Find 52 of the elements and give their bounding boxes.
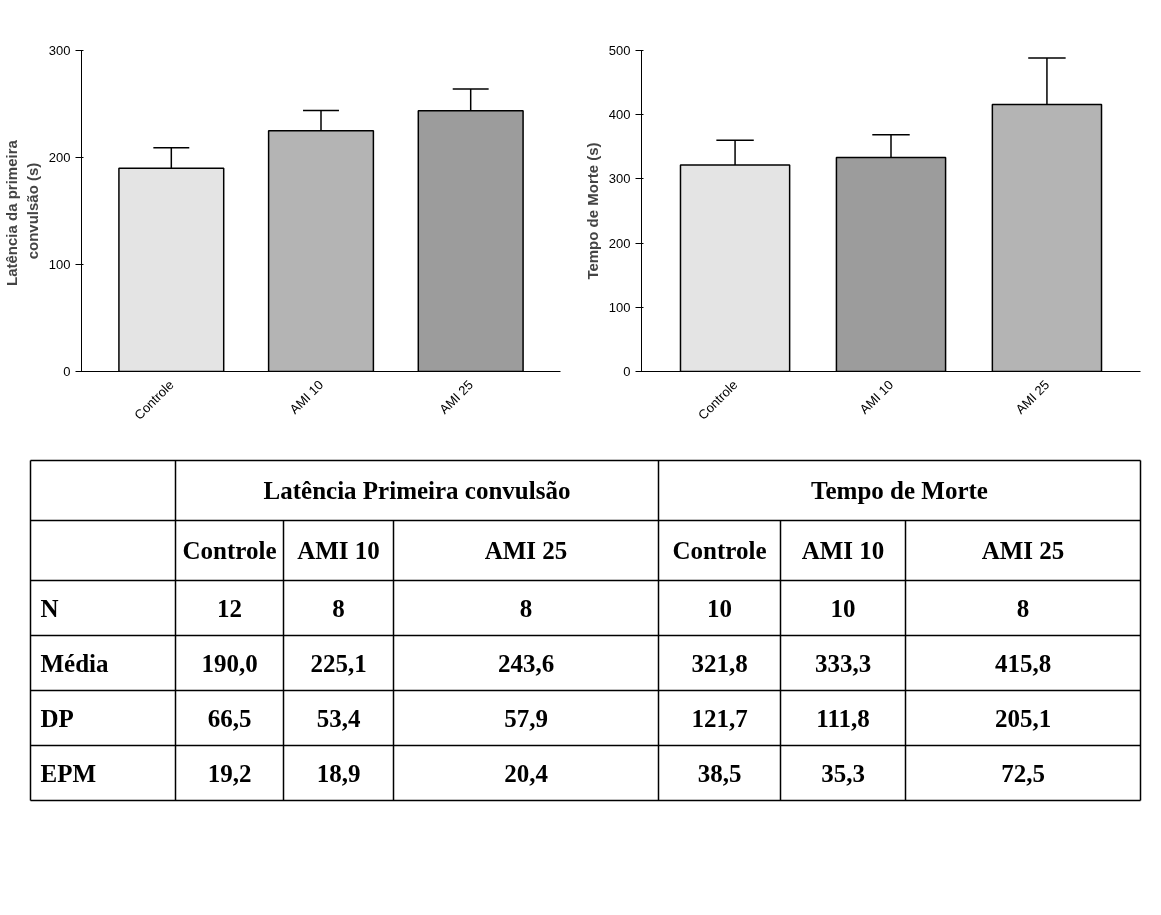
text: Latência Primeira convulsão xyxy=(263,477,571,504)
text: 18,9 xyxy=(316,759,361,787)
y-tick-label: 0 xyxy=(63,364,71,379)
y-tick-label: 100 xyxy=(608,299,631,315)
y-tick-label: 400 xyxy=(608,107,631,123)
text: 19,2 xyxy=(207,759,252,787)
text: Controle xyxy=(672,537,767,564)
x-tick-label: AMI 10 xyxy=(286,377,327,417)
text: 190,0 xyxy=(201,649,258,677)
text: 66,5 xyxy=(207,704,252,732)
text: AMI 10 xyxy=(297,537,380,564)
text: 20,4 xyxy=(504,759,549,787)
text: 38,5 xyxy=(697,759,742,787)
text: 8 xyxy=(519,594,533,622)
y-axis-title: Tempo de Morte (s) xyxy=(583,142,601,280)
y-tick-label: 300 xyxy=(608,171,631,187)
y-tick-label: 100 xyxy=(48,257,71,272)
text: 10 xyxy=(830,594,856,622)
text: Média xyxy=(40,649,110,677)
text: DP xyxy=(40,704,74,732)
text: 8 xyxy=(332,594,345,622)
text: 111,8 xyxy=(816,704,870,732)
text: 321,8 xyxy=(691,649,748,677)
y-tick-label: 200 xyxy=(48,150,71,165)
y-tick-label: 300 xyxy=(48,43,71,58)
x-tick-label: AMI 10 xyxy=(856,377,897,417)
text: 225,1 xyxy=(310,649,367,677)
text: 8 xyxy=(1016,594,1030,622)
text: EPM xyxy=(40,759,97,787)
text: 35,3 xyxy=(821,759,865,787)
y-tick-label: 0 xyxy=(623,364,631,379)
y-tick-label: 200 xyxy=(608,235,631,251)
text: 57,9 xyxy=(504,704,548,732)
text: 72,5 xyxy=(1001,759,1045,787)
text: AMI 10 xyxy=(801,537,885,564)
text: N xyxy=(40,594,59,622)
text: AMI 25 xyxy=(484,537,568,564)
text: 205,1 xyxy=(994,704,1052,732)
text: 121,7 xyxy=(691,704,748,732)
x-tick-label: AMI 25 xyxy=(1012,377,1053,417)
text: 415,8 xyxy=(994,649,1052,677)
y-axis-title: Latência da primeira convulsão (s) xyxy=(3,139,41,287)
text: 12 xyxy=(217,594,242,622)
x-tick-label: AMI 25 xyxy=(436,377,476,417)
text: 53,4 xyxy=(316,704,361,732)
y-tick-label: 500 xyxy=(608,43,631,58)
text: AMI 25 xyxy=(981,537,1065,564)
text: 10 xyxy=(707,594,732,622)
text: Tempo de Morte xyxy=(811,477,988,504)
text: Controle xyxy=(182,537,277,564)
text: 333,3 xyxy=(814,649,872,677)
text: 243,6 xyxy=(497,649,555,677)
